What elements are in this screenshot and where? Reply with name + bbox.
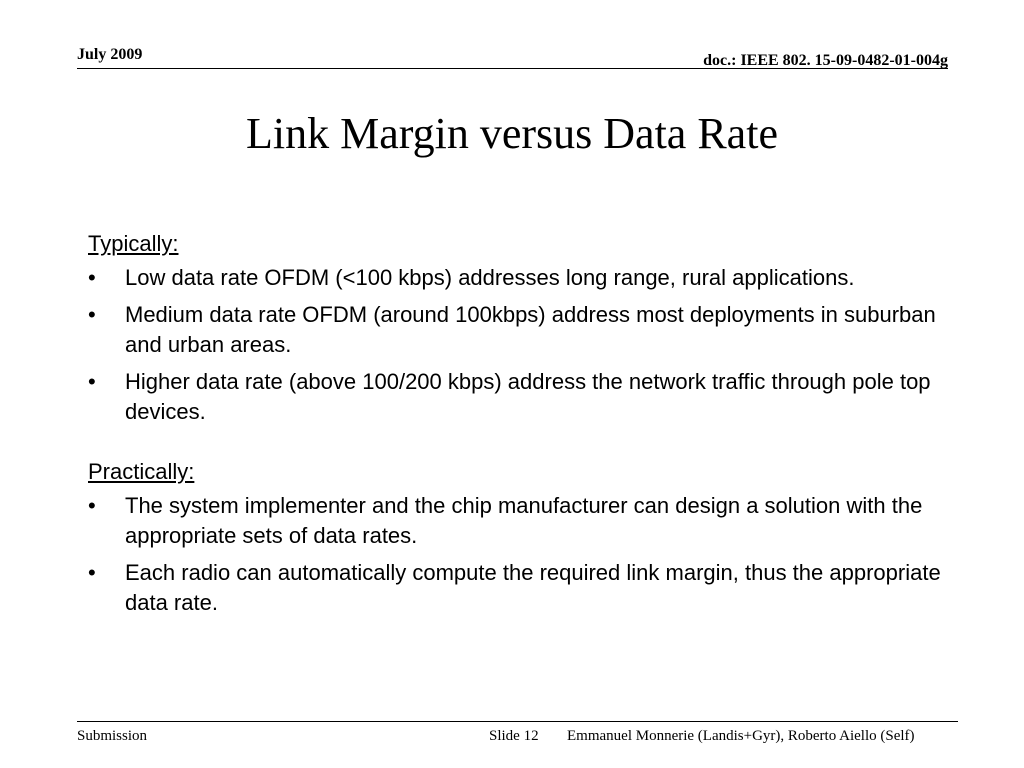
slide-title: Link Margin versus Data Rate [246, 109, 778, 158]
header-date: July 2009 [77, 46, 143, 63]
bullet-text: Each radio can automatically compute the… [125, 560, 941, 615]
bullet-text: Medium data rate OFDM (around 100kbps) a… [125, 302, 936, 357]
bullet-text: Low data rate OFDM (<100 kbps) addresses… [125, 265, 855, 290]
bullet-glyph: • [88, 265, 96, 290]
section-typically: Typically: • Low data rate OFDM (<100 kb… [88, 229, 948, 427]
footer-slide-number: Slide 12 [489, 728, 539, 744]
bullet-glyph: • [88, 369, 96, 394]
header-divider [77, 68, 948, 69]
bullet-text: The system implementer and the chip manu… [125, 493, 923, 548]
section-heading: Typically: [88, 231, 179, 256]
bullet-item: • Higher data rate (above 100/200 kbps) … [88, 367, 948, 427]
bullet-item: • Medium data rate OFDM (around 100kbps)… [88, 300, 948, 360]
bullet-glyph: • [88, 560, 96, 585]
section-practically: Practically: • The system implementer an… [88, 457, 948, 618]
footer-authors: Emmanuel Monnerie (Landis+Gyr), Roberto … [567, 728, 915, 744]
section-heading: Practically: [88, 459, 195, 484]
footer-divider [77, 721, 958, 722]
bullet-list: • Low data rate OFDM (<100 kbps) address… [88, 263, 948, 427]
slide-body: Typically: • Low data rate OFDM (<100 kb… [88, 229, 948, 648]
header-doc-id: doc.: IEEE 802. 15-09-0482-01-004g [703, 52, 948, 69]
bullet-text: Higher data rate (above 100/200 kbps) ad… [125, 369, 931, 424]
bullet-item: • Low data rate OFDM (<100 kbps) address… [88, 263, 948, 293]
bullet-item: • Each radio can automatically compute t… [88, 558, 948, 618]
bullet-item: • The system implementer and the chip ma… [88, 491, 948, 551]
bullet-glyph: • [88, 302, 96, 327]
footer-submission: Submission [77, 728, 148, 744]
bullet-glyph: • [88, 493, 96, 518]
bullet-list: • The system implementer and the chip ma… [88, 491, 948, 618]
